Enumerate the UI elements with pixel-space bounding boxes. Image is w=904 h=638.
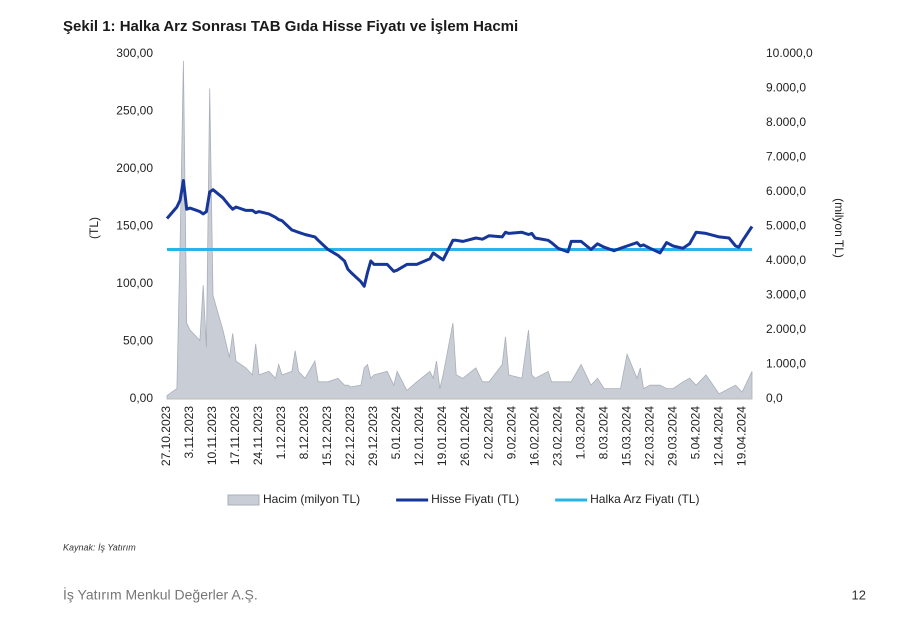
y2-tick-label: 10.000,0 [766,46,813,60]
volume-area [166,60,753,400]
y2-axis-title: (milyon TL) [832,198,846,258]
y-tick-label: 0,00 [130,391,154,405]
page-number: 12 [852,587,866,602]
legend-label: Hisse Fiyatı (TL) [431,492,519,506]
footer-company: İş Yatırım Menkul Değerler A.Ş. [63,586,258,603]
x-tick-label: 23.02.2024 [550,406,564,466]
y2-tick-label: 7.000,0 [766,150,806,164]
y2-tick-label: 2.000,0 [766,322,806,336]
y2-tick-label: 5.000,0 [766,219,806,233]
x-tick-label: 19.04.2024 [734,406,748,466]
legend-label: Halka Arz Fiyatı (TL) [590,492,699,506]
x-tick-label: 29.03.2024 [665,406,679,466]
x-tick-label: 5.01.2024 [389,406,403,460]
x-tick-label: 10.11.2023 [205,406,219,465]
x-tick-label: 8.12.2023 [297,406,311,460]
x-tick-label: 9.02.2024 [504,406,518,460]
chart-title: Şekil 1: Halka Arz Sonrası TAB Gıda Hiss… [63,18,518,35]
x-tick-label: 1.03.2024 [573,406,587,460]
y-tick-label: 250,00 [116,104,153,118]
price-line [165,179,754,288]
x-tick-label: 22.03.2024 [642,406,656,466]
y2-tick-label: 9.000,0 [766,81,806,95]
y-tick-label: 200,00 [116,161,153,175]
x-tick-label: 15.03.2024 [619,406,633,466]
source-note: Kaynak: İş Yatırım [63,542,136,552]
x-tick-label: 8.03.2024 [596,406,610,460]
y2-tick-label: 8.000,0 [766,115,806,129]
y-tick-label: 100,00 [116,276,153,290]
x-tick-label: 15.12.2023 [320,406,334,466]
legend-swatch [227,494,260,506]
y-tick-label: 50,00 [123,334,153,348]
x-tick-label: 1.12.2023 [274,406,288,460]
x-tick-label: 27.10.2023 [159,406,173,466]
x-tick-label: 12.01.2024 [412,406,426,466]
x-tick-label: 16.02.2024 [527,406,541,466]
x-tick-label: 22.12.2023 [343,406,357,466]
y2-tick-label: 1.000,0 [766,357,806,371]
x-tick-label: 24.11.2023 [251,406,265,465]
legend-label: Hacim (milyon TL) [263,492,360,506]
x-tick-label: 5.04.2024 [688,406,702,460]
x-tick-label: 2.02.2024 [481,406,495,460]
x-tick-label: 17.11.2023 [228,406,242,465]
y2-tick-label: 0,0 [766,391,783,405]
y-tick-label: 300,00 [116,46,153,60]
x-tick-label: 26.01.2024 [458,406,472,466]
y-axis-title: (TL) [87,217,101,239]
y2-tick-label: 4.000,0 [766,253,806,267]
y-tick-label: 150,00 [116,219,153,233]
y2-tick-label: 6.000,0 [766,184,806,198]
x-tick-label: 29.12.2023 [366,406,380,466]
x-tick-label: 3.11.2023 [182,406,196,459]
x-tick-label: 12.04.2024 [711,406,725,466]
y2-tick-label: 3.000,0 [766,288,806,302]
x-tick-label: 19.01.2024 [435,406,449,466]
